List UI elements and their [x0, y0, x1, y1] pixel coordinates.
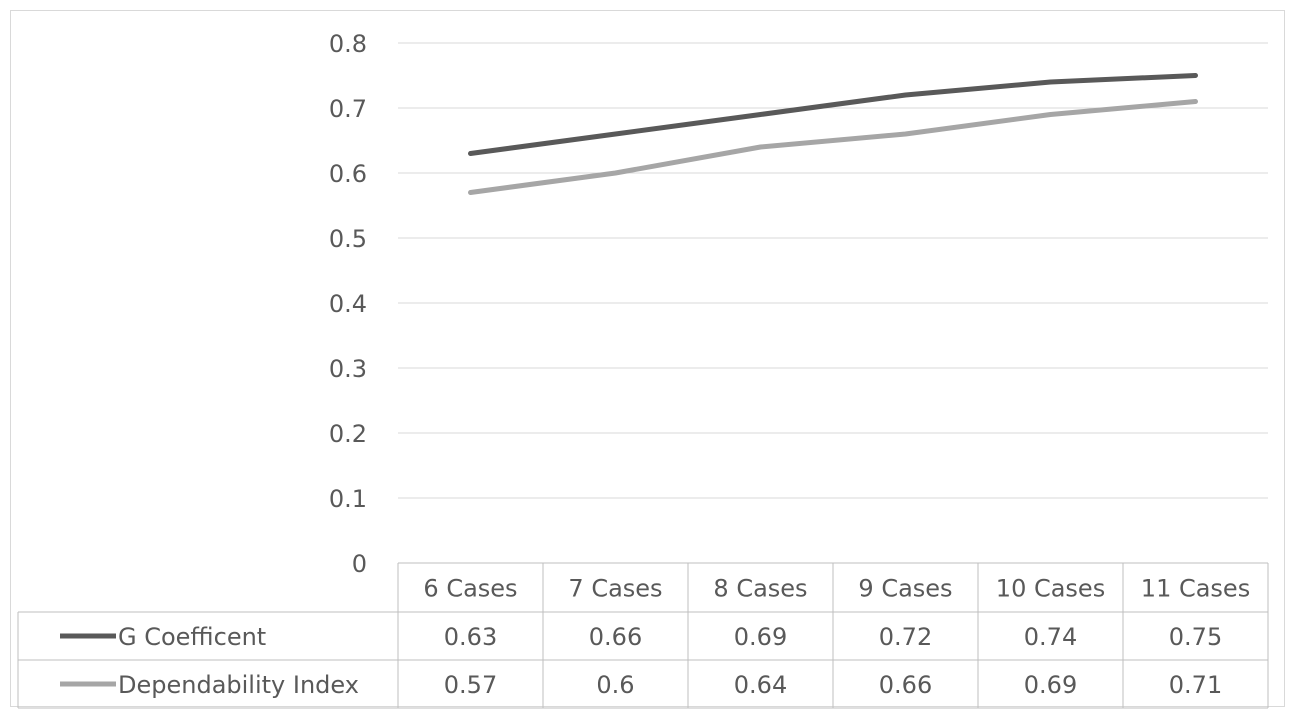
data-label: 0.69: [1024, 671, 1077, 699]
y-axis-ticks: 0 0.1 0.2 0.3 0.4 0.5 0.6 0.7 0.8: [329, 30, 367, 578]
y-tick-label: 0.3: [329, 355, 367, 383]
x-tick-label: 6 Cases: [423, 575, 517, 603]
data-label: 0.66: [589, 623, 642, 651]
data-label: 0.69: [734, 623, 787, 651]
data-label: 0.6: [596, 671, 634, 699]
series-line: [468, 99, 1198, 195]
series-lines: [468, 73, 1198, 195]
data-label: 0.74: [1024, 623, 1077, 651]
y-tick-label: 0: [352, 550, 367, 578]
data-label: 0.57: [444, 671, 497, 699]
y-tick-label: 0.6: [329, 160, 367, 188]
y-tick-label: 0.8: [329, 30, 367, 58]
data-label: 0.75: [1169, 623, 1222, 651]
x-tick-label: 9 Cases: [858, 575, 952, 603]
data-label: 0.63: [444, 623, 497, 651]
legend-label: Dependability Index: [118, 671, 359, 699]
y-tick-label: 0.4: [329, 290, 367, 318]
data-label: 0.66: [879, 671, 932, 699]
y-tick-label: 0.7: [329, 95, 367, 123]
y-tick-label: 0.5: [329, 225, 367, 253]
x-tick-label: 7 Cases: [568, 575, 662, 603]
chart-frame: [10, 10, 1285, 707]
data-label: 0.71: [1169, 671, 1222, 699]
x-tick-label: 8 Cases: [713, 575, 807, 603]
y-tick-label: 0.2: [329, 420, 367, 448]
series-line: [468, 73, 1198, 156]
data-table: 6 Cases 7 Cases 8 Cases 9 Cases 10 Cases 11 C…: [17, 562, 1269, 709]
data-label: 0.64: [734, 671, 787, 699]
x-tick-label: 11 Cases: [1141, 575, 1250, 603]
y-tick-label: 0.1: [329, 485, 367, 513]
data-label: 0.72: [879, 623, 932, 651]
legend-label: G Coefficent: [118, 623, 266, 651]
gridlines: [398, 42, 1268, 499]
x-tick-label: 10 Cases: [996, 575, 1105, 603]
